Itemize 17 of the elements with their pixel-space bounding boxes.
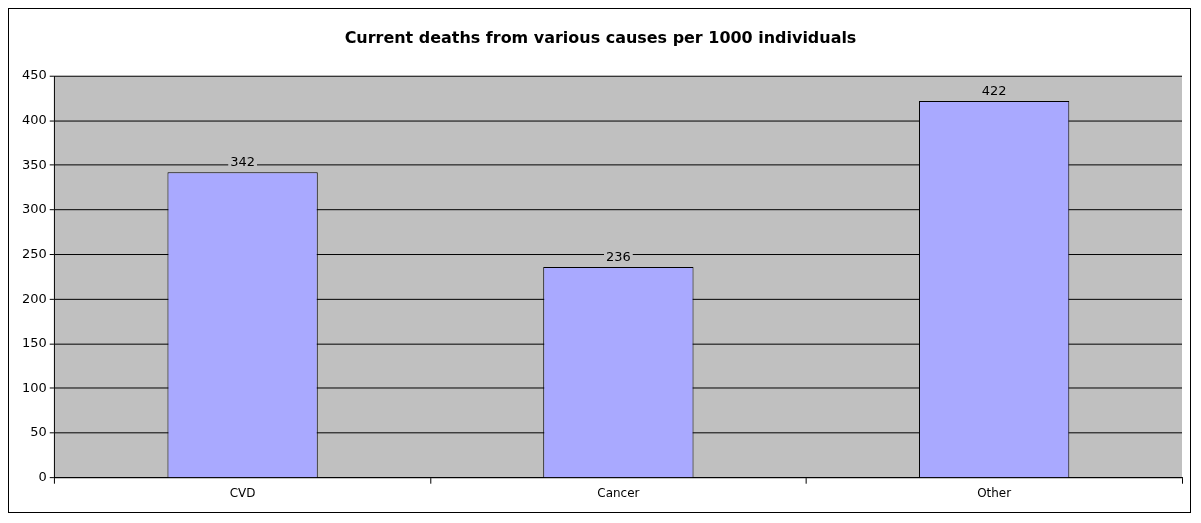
y-tick-label: 200 [21,290,47,306]
y-tick-label: 250 [21,245,47,261]
y-tick-label: 50 [30,424,47,440]
y-tick-label: 450 [21,67,47,83]
data-label: 236 [605,248,631,264]
y-tick-label: 150 [21,335,47,351]
y-tick-label: 400 [21,111,47,127]
y-tick-label: 100 [21,379,47,395]
x-tick-label: CVD [229,486,256,500]
chart-title: Current deaths from various causes per 1000 individuals [344,27,857,47]
x-tick-label: Other [977,486,1012,500]
data-label: 342 [230,154,255,170]
y-tick-label: 300 [21,201,47,217]
data-label: 422 [981,82,1007,98]
y-tick-label: 350 [21,156,47,172]
y-tick-label: 0 [38,469,47,485]
x-tick-label: Cancer [597,486,640,500]
